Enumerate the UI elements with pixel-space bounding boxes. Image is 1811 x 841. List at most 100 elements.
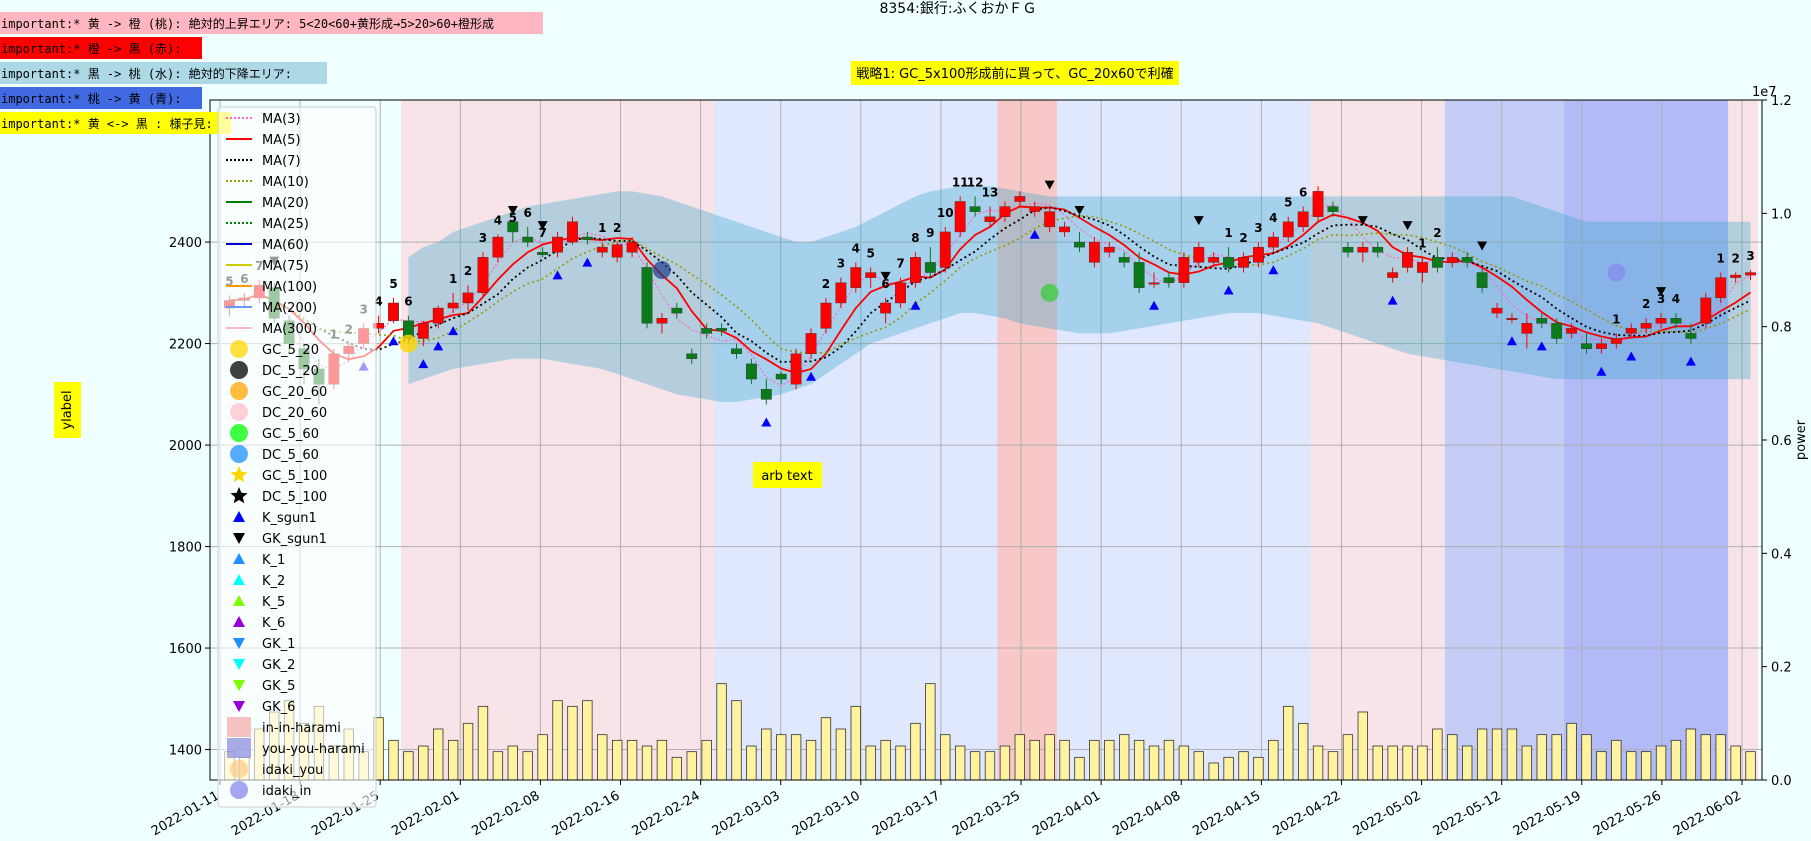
volume-bar — [1253, 756, 1264, 781]
candle-body — [596, 246, 608, 253]
candle-body — [507, 221, 519, 233]
legend-label-13: GC_20_60 — [262, 385, 327, 400]
volume-bar — [1551, 734, 1562, 781]
gk-sgun1-marker — [1193, 216, 1204, 226]
candle-body — [537, 252, 549, 255]
candle-body — [432, 307, 444, 324]
candle-body — [581, 236, 593, 240]
volume-bar — [1178, 745, 1190, 781]
xtick-label-2022-01-11: 2022-01-11 — [149, 788, 222, 839]
candle-number-3: 3 — [1254, 221, 1262, 235]
y2-axis: 0.0 0.2 0.4 0.6 0.8 1.0 1.2 — [1762, 94, 1792, 789]
candle-body — [1491, 307, 1503, 314]
legend-box — [217, 106, 377, 808]
gk-sgun1-marker — [880, 271, 891, 281]
candle-body — [1431, 257, 1443, 268]
ma-line-10 — [229, 214, 1751, 355]
volume-bar — [552, 700, 563, 781]
legend-label-29: in-in-harami — [262, 721, 341, 736]
legend-swatch-14 — [230, 403, 248, 421]
volume-bar — [626, 739, 638, 781]
legend-label-4: MA(20) — [262, 196, 309, 211]
candle-number-6: 6 — [1299, 186, 1307, 200]
candle-body — [1610, 338, 1622, 344]
candle-body — [1521, 323, 1533, 334]
y-axis-label: ylabel — [60, 390, 75, 429]
candle-body — [1700, 297, 1712, 324]
candle-body — [1387, 272, 1399, 278]
candle-number-6: 6 — [881, 277, 889, 291]
volume-bar — [1521, 745, 1533, 781]
volume-bar — [477, 705, 489, 781]
volume-bar — [1372, 745, 1383, 781]
xtick-label-2022-02-16: 2022-02-16 — [550, 788, 623, 839]
candle-body — [1730, 274, 1742, 278]
volume-bar — [1655, 745, 1667, 781]
legend-label-20: GK_sgun1 — [262, 532, 327, 547]
candle-body — [1133, 262, 1145, 288]
candle-body — [1297, 211, 1309, 228]
legend-label-28: GK_6 — [262, 700, 295, 715]
candle-number-10: 10 — [937, 206, 954, 220]
candle-number-1: 1 — [449, 272, 457, 286]
xtick-label-2022-05-02: 2022-05-02 — [1351, 788, 1424, 839]
candle-body — [1044, 211, 1056, 228]
volume-bar — [1491, 728, 1503, 781]
candle-number-9: 9 — [926, 226, 934, 240]
legend-label-21: K_1 — [262, 553, 285, 568]
volume-bar — [895, 745, 906, 781]
candle-body — [835, 282, 847, 304]
legend-label-12: DC_5_20 — [262, 364, 319, 379]
legend-swatch-25 — [233, 638, 245, 649]
candle-number-2: 2 — [1239, 231, 1247, 245]
volume-bar — [1432, 728, 1443, 781]
volume-bar — [1506, 728, 1518, 781]
candle-body — [1715, 277, 1727, 299]
volume-bar — [1462, 745, 1473, 781]
volume-bar — [1193, 751, 1204, 781]
xtick-label-2022-03-03: 2022-03-03 — [710, 788, 783, 839]
candle-body — [924, 262, 936, 273]
candle-number-2: 2 — [822, 277, 830, 291]
legend-label-27: GK_5 — [262, 679, 295, 694]
svg-text:arb text: arb text — [761, 469, 812, 484]
note-bg-2 — [0, 62, 327, 84]
ytick-label-2200: 2200 — [169, 338, 202, 353]
candle-body — [1029, 206, 1041, 212]
candle-body — [1640, 323, 1652, 329]
volume-bar — [388, 739, 399, 781]
k-sgun1-marker — [1685, 356, 1696, 366]
y2tick-label-0.8: 0.8 — [1771, 321, 1792, 336]
note-bg-1 — [0, 37, 202, 59]
volume-bar — [686, 751, 697, 781]
volume-bar — [1730, 745, 1741, 781]
candle-number-3: 3 — [1746, 249, 1754, 263]
candle-body — [984, 216, 996, 222]
volume-bar — [820, 717, 832, 781]
candle-body — [1745, 272, 1756, 276]
candle-body — [805, 333, 817, 354]
candle-body — [999, 206, 1011, 217]
note-text-2: important:* 黒 -> 桃 (水): 絶対的下降エリア: — [1, 66, 292, 81]
legend-swatch-27 — [233, 680, 245, 691]
volume-bar — [641, 745, 653, 781]
volume-bar — [1133, 739, 1145, 781]
volume-bar — [1163, 739, 1175, 781]
legend-swatch-26 — [233, 659, 245, 670]
k-sgun1-marker — [1506, 336, 1517, 346]
xtick-label-2022-03-17: 2022-03-17 — [870, 788, 943, 839]
xtick-label-2022-05-26: 2022-05-26 — [1591, 788, 1664, 839]
candle-number-5: 5 — [509, 211, 517, 225]
candle-count-labels: 7561234561234567122345678910111213123456… — [225, 175, 1754, 341]
xtick-label-2022-05-12: 2022-05-12 — [1431, 788, 1504, 839]
candle-body — [1059, 226, 1070, 233]
candle-body — [1342, 246, 1354, 253]
volume-bar — [940, 734, 951, 781]
gk-sgun1-marker — [1477, 241, 1488, 251]
candle-body — [656, 318, 668, 324]
candle-number-2: 2 — [1433, 226, 1441, 240]
note-text-0: important:* 黄 -> 橙 (桃): 絶対的上昇エリア: 5<20<6… — [1, 16, 494, 31]
legend-swatch-18 — [230, 487, 248, 504]
candle-body — [626, 241, 638, 253]
candle-body — [388, 302, 399, 321]
